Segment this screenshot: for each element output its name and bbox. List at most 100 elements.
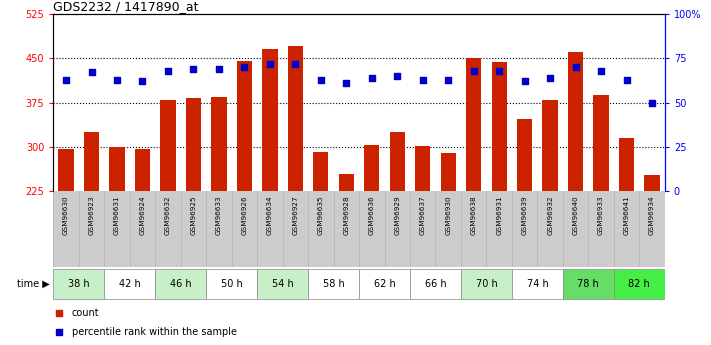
Text: GSM96634: GSM96634: [267, 195, 273, 235]
Text: GSM96931: GSM96931: [496, 195, 502, 235]
Point: [545, 75, 556, 80]
Bar: [109, 147, 124, 191]
Bar: [542, 100, 557, 191]
Point: [595, 68, 606, 73]
Bar: [359, 269, 410, 298]
Text: GSM96932: GSM96932: [547, 195, 553, 235]
Bar: [313, 152, 328, 191]
Bar: [58, 149, 74, 191]
Text: GSM96631: GSM96631: [114, 195, 120, 235]
Text: GSM96638: GSM96638: [471, 195, 476, 235]
Text: GSM96923: GSM96923: [89, 195, 95, 235]
Point: [112, 77, 123, 82]
Bar: [390, 132, 405, 191]
Text: GSM96633: GSM96633: [216, 195, 222, 235]
Bar: [257, 269, 308, 298]
Text: GSM96927: GSM96927: [292, 195, 299, 235]
Text: GSM96641: GSM96641: [624, 195, 629, 235]
Bar: [512, 269, 563, 298]
Point: [264, 61, 276, 66]
Bar: [491, 62, 507, 191]
Bar: [644, 176, 660, 191]
Bar: [441, 153, 456, 191]
Point: [493, 68, 505, 73]
Point: [162, 68, 173, 73]
Text: time ▶: time ▶: [17, 279, 50, 289]
Text: GSM96934: GSM96934: [649, 195, 655, 235]
Point: [621, 77, 632, 82]
Bar: [155, 269, 206, 298]
Bar: [415, 146, 430, 191]
Bar: [53, 269, 105, 298]
Point: [289, 61, 301, 66]
Bar: [135, 149, 150, 191]
Bar: [211, 97, 227, 191]
Text: 66 h: 66 h: [424, 279, 447, 289]
Text: GSM96926: GSM96926: [242, 195, 247, 235]
Bar: [594, 95, 609, 191]
Point: [409, 206, 420, 211]
Bar: [288, 46, 303, 191]
Text: GSM96632: GSM96632: [165, 195, 171, 235]
Bar: [568, 52, 583, 191]
Bar: [517, 119, 533, 191]
Point: [60, 77, 72, 82]
Text: GSM96639: GSM96639: [522, 195, 528, 235]
Bar: [461, 269, 512, 298]
Point: [86, 70, 97, 75]
Text: GSM96928: GSM96928: [343, 195, 349, 235]
Text: percentile rank within the sample: percentile rank within the sample: [72, 327, 237, 337]
Text: GSM96925: GSM96925: [191, 195, 196, 235]
Text: 54 h: 54 h: [272, 279, 294, 289]
Bar: [161, 100, 176, 191]
Text: GSM96630: GSM96630: [63, 195, 69, 235]
Bar: [84, 132, 99, 191]
Point: [519, 79, 530, 84]
Text: GSM96637: GSM96637: [419, 195, 426, 235]
Text: 70 h: 70 h: [476, 279, 497, 289]
Bar: [186, 98, 201, 191]
Point: [409, 26, 420, 32]
Text: GSM96640: GSM96640: [572, 195, 579, 235]
Point: [442, 77, 454, 82]
Bar: [364, 145, 380, 191]
Text: GSM96636: GSM96636: [369, 195, 375, 235]
Bar: [410, 269, 461, 298]
Bar: [206, 269, 257, 298]
Text: 50 h: 50 h: [221, 279, 242, 289]
Text: 58 h: 58 h: [323, 279, 344, 289]
Text: GSM96635: GSM96635: [318, 195, 324, 235]
Point: [468, 68, 479, 73]
Bar: [262, 49, 277, 191]
Text: 82 h: 82 h: [629, 279, 650, 289]
Text: 78 h: 78 h: [577, 279, 599, 289]
Text: 62 h: 62 h: [374, 279, 395, 289]
Point: [570, 64, 582, 70]
Text: GSM96933: GSM96933: [598, 195, 604, 235]
Point: [646, 100, 658, 106]
Point: [341, 80, 352, 86]
Point: [366, 75, 378, 80]
Bar: [563, 269, 614, 298]
Text: GSM96929: GSM96929: [395, 195, 400, 235]
Bar: [338, 174, 354, 191]
Text: GSM96924: GSM96924: [139, 195, 146, 235]
Point: [315, 77, 326, 82]
Text: count: count: [72, 308, 100, 318]
Text: GSM96930: GSM96930: [445, 195, 451, 235]
Bar: [466, 58, 481, 191]
Bar: [619, 138, 634, 191]
Point: [239, 64, 250, 70]
Bar: [614, 269, 665, 298]
Text: GDS2232 / 1417890_at: GDS2232 / 1417890_at: [53, 0, 199, 13]
Text: 42 h: 42 h: [119, 279, 141, 289]
Point: [137, 79, 148, 84]
Bar: [308, 269, 359, 298]
Point: [392, 73, 403, 79]
Bar: [105, 269, 155, 298]
Text: 46 h: 46 h: [170, 279, 191, 289]
Point: [417, 77, 429, 82]
Point: [213, 66, 225, 72]
Text: 74 h: 74 h: [527, 279, 548, 289]
Text: 38 h: 38 h: [68, 279, 90, 289]
